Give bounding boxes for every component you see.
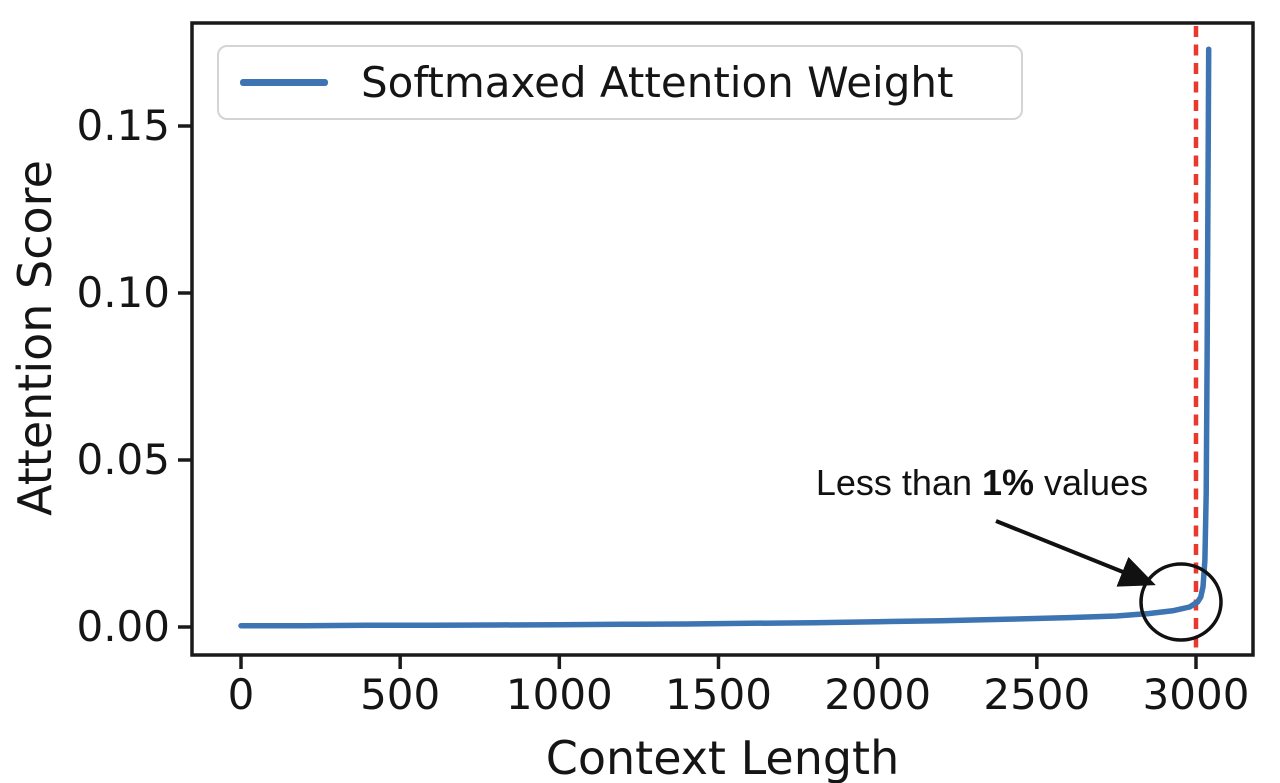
attention-weight-line (238, 46, 1212, 629)
y-tick-label: 0.10 (76, 268, 170, 317)
annotation-text-suffix: values (1034, 462, 1149, 503)
legend-label: Softmaxed Attention Weight (361, 58, 954, 107)
x-tick-label: 0 (227, 670, 255, 719)
x-tick-label: 3000 (1142, 670, 1250, 719)
legend-line-sample (240, 79, 328, 86)
x-tick-label: 2000 (824, 670, 932, 719)
y-tick-label: 0.15 (76, 101, 170, 150)
plot-data-layer (178, 26, 1212, 669)
x-tick-label: 500 (360, 670, 441, 719)
legend: Softmaxed Attention Weight (217, 45, 1023, 120)
x-tick-label: 2500 (983, 670, 1091, 719)
annotation-text: Less than 1% values (752, 462, 1212, 504)
annotation-text-prefix: Less than (815, 462, 982, 503)
x-tick-label: 1000 (505, 670, 613, 719)
y-tick-label: 0.00 (76, 602, 170, 651)
annotation-circle (1139, 562, 1223, 642)
x-axis-label: Context Length (545, 731, 900, 783)
x-tick-label: 1500 (665, 670, 772, 719)
annotation-arrow (995, 519, 1156, 587)
y-tick-label: 0.05 (76, 435, 170, 484)
annotation-text-bold: 1% (982, 462, 1035, 503)
annotation-layer (995, 519, 1223, 642)
axes-border (190, 21, 1255, 657)
